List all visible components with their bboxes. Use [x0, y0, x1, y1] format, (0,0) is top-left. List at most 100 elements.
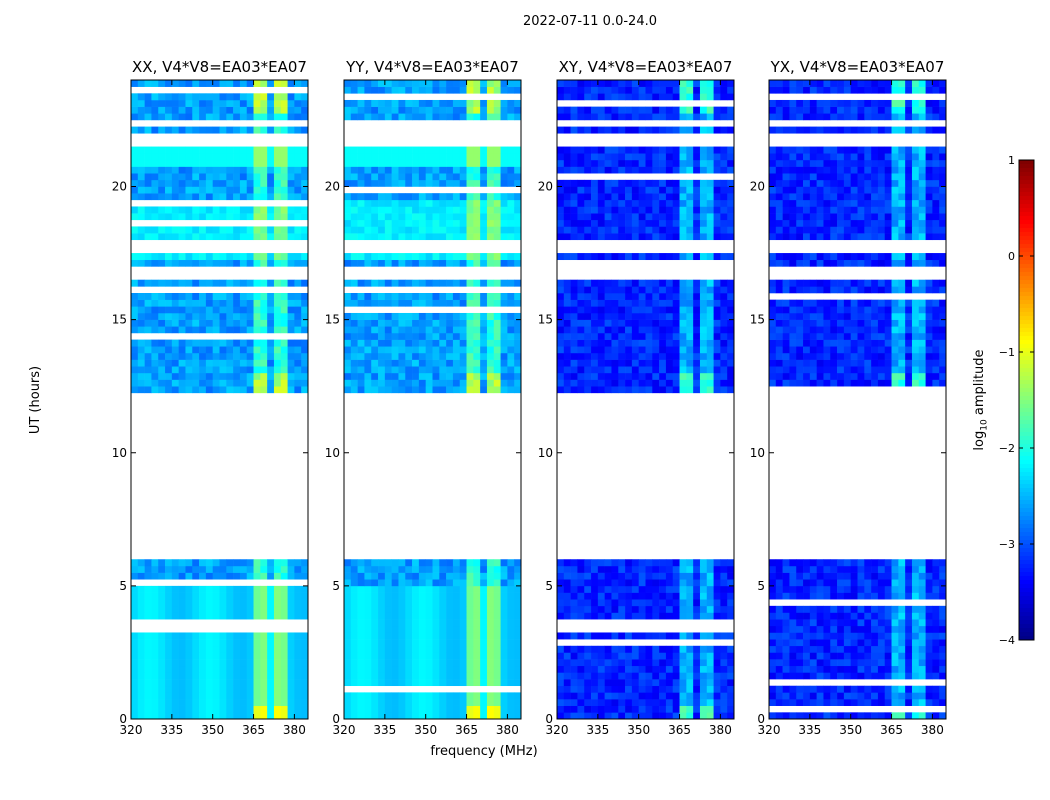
heatmap-cell — [364, 253, 372, 261]
heatmap-cell — [233, 213, 241, 221]
heatmap-cell — [452, 599, 461, 607]
heatmap-cell — [823, 672, 831, 680]
heatmap-cell — [693, 565, 701, 573]
heatmap-cell — [591, 253, 599, 261]
heatmap-cell — [425, 366, 433, 374]
heatmap-cell — [665, 253, 674, 261]
heatmap-cell — [171, 226, 179, 234]
heatmap-cell — [452, 632, 461, 640]
heatmap-cell — [796, 659, 804, 667]
heatmap-cell — [727, 159, 735, 167]
heatmap-cell — [233, 193, 241, 201]
heatmap-cell — [693, 339, 701, 347]
heatmap-cell — [294, 279, 302, 287]
heatmap-cell — [625, 592, 633, 600]
heatmap-cell — [665, 219, 674, 227]
heatmap-cell — [192, 372, 200, 380]
heatmap-cell — [693, 705, 701, 713]
heatmap-cell — [280, 146, 288, 154]
heatmap-cell — [260, 106, 268, 114]
heatmap-cell — [165, 665, 173, 673]
heatmap-cell — [439, 565, 447, 573]
heatmap-cell — [679, 299, 687, 307]
heatmap-cell — [665, 346, 674, 354]
heatmap-cell — [239, 565, 248, 573]
heatmap-cell — [591, 213, 599, 221]
heatmap-cell — [212, 699, 220, 706]
heatmap-cell — [850, 639, 858, 647]
heatmap-cell — [803, 665, 811, 673]
heatmap-cell — [507, 312, 515, 320]
heatmap-cell — [713, 253, 721, 261]
heatmap-cell — [398, 299, 406, 307]
heatmap-cell — [192, 705, 200, 713]
heatmap-cell — [672, 293, 680, 300]
heatmap-cell — [659, 113, 667, 121]
heatmap-cell — [507, 339, 515, 347]
heatmap-cell — [925, 652, 933, 660]
heatmap-cell — [577, 226, 585, 234]
heatmap-cell — [219, 293, 227, 300]
heatmap-cell — [699, 286, 708, 294]
heatmap-cell — [144, 253, 152, 261]
heatmap-cell — [604, 146, 612, 154]
heatmap-cell — [439, 146, 447, 154]
heatmap-cell — [425, 339, 433, 347]
heatmap-cell — [405, 259, 413, 267]
heatmap-cell — [151, 319, 159, 327]
heatmap-cell — [809, 672, 817, 680]
heatmap-cell — [693, 645, 701, 653]
heatmap-cell — [412, 146, 420, 154]
heatmap-cell — [350, 199, 358, 207]
heatmap-cell — [618, 219, 626, 227]
heatmap-cell — [260, 173, 268, 181]
heatmap-cell — [239, 632, 248, 640]
heatmap-cell — [706, 379, 714, 387]
heatmap-cell — [618, 672, 626, 680]
heatmap-cell — [618, 599, 626, 607]
heatmap-cell — [260, 379, 268, 387]
heatmap-cell — [273, 645, 282, 653]
heatmap-cell — [459, 99, 467, 107]
heatmap-cell — [219, 359, 227, 367]
heatmap-cell — [686, 579, 694, 587]
heatmap-cell — [212, 592, 220, 600]
heatmap-cell — [412, 179, 420, 187]
heatmap-cell — [699, 179, 708, 187]
heatmap-cell — [446, 159, 454, 167]
heatmap-cell — [486, 659, 495, 667]
heatmap-cell — [932, 639, 940, 647]
heatmap-cell — [226, 253, 234, 261]
heatmap-cell — [898, 639, 906, 647]
heatmap-cell — [171, 319, 179, 327]
heatmap-cell — [925, 659, 933, 667]
heatmap-cell — [466, 253, 474, 261]
heatmap-cell — [911, 592, 920, 600]
heatmap-cell — [432, 253, 440, 261]
heatmap-cell — [809, 612, 817, 620]
heatmap-cell — [294, 159, 302, 167]
heatmap-cell — [604, 206, 612, 214]
heatmap-cell — [645, 332, 653, 340]
heatmap-cell — [486, 592, 495, 600]
heatmap-cell — [378, 712, 386, 720]
heatmap-cell — [384, 253, 392, 261]
heatmap-cell — [131, 206, 139, 214]
heatmap-cell — [693, 605, 701, 613]
heatmap-cell — [280, 126, 288, 134]
heatmap-cell — [686, 179, 694, 187]
heatmap-cell — [192, 592, 200, 600]
heatmap-cell — [611, 166, 619, 174]
heatmap-cell — [611, 126, 619, 134]
heatmap-cell — [384, 559, 392, 567]
heatmap-cell — [151, 233, 159, 241]
heatmap-cell — [720, 672, 728, 680]
heatmap-cell — [439, 166, 447, 174]
heatmap-cell — [357, 605, 365, 613]
heatmap-cell — [294, 146, 302, 154]
heatmap-cell — [493, 279, 501, 287]
heatmap-cell — [898, 699, 906, 706]
heatmap-cell — [686, 233, 694, 241]
heatmap-cell — [452, 106, 461, 114]
heatmap-cell — [287, 592, 295, 600]
